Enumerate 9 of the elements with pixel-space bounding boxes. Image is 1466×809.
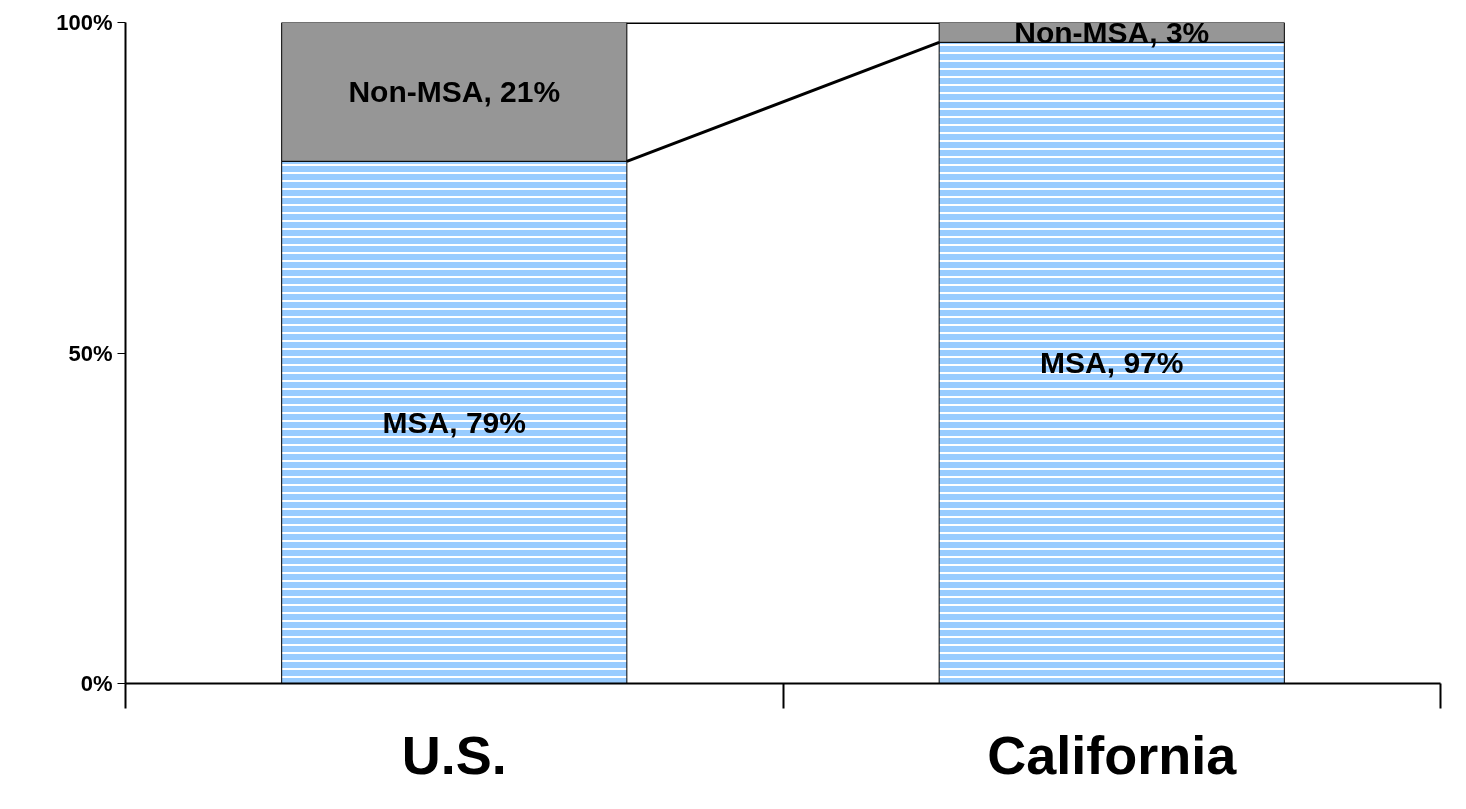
data-label: Non-MSA, 21% xyxy=(348,75,561,109)
y-tick-label: 0% xyxy=(80,671,113,696)
data-label: MSA, 79% xyxy=(382,405,526,439)
x-tick-label: California xyxy=(987,724,1238,785)
x-tick-label: U.S. xyxy=(401,724,507,785)
y-tick-label: 100% xyxy=(56,10,113,35)
data-label: Non-MSA, 3% xyxy=(1014,15,1210,49)
y-tick-label: 50% xyxy=(68,340,113,366)
data-label: MSA, 97% xyxy=(1040,346,1184,380)
